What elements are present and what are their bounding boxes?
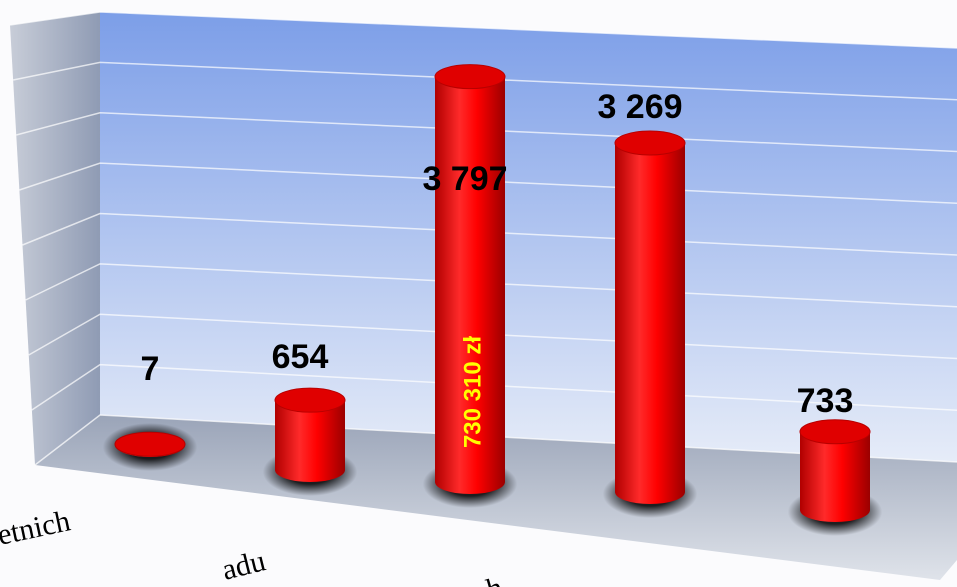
back-wall — [100, 12, 957, 462]
x-tick-label: h — [483, 571, 507, 587]
bar-body — [275, 400, 345, 482]
bar-top — [274, 387, 346, 413]
value-label: 7 — [141, 350, 160, 388]
grid-line — [9, 11, 957, 49]
side-wall — [10, 12, 100, 465]
grid-line — [12, 61, 957, 101]
annotation: 730 310 zł — [459, 336, 486, 448]
bar — [434, 64, 506, 494]
bar-top — [114, 431, 186, 457]
bar — [799, 419, 871, 522]
bar — [274, 387, 346, 482]
bar-top — [799, 419, 871, 445]
bar-top — [434, 64, 506, 90]
x-tick-label: etnich — [0, 504, 73, 552]
bar-body — [800, 431, 870, 522]
value-label: 3 269 — [597, 88, 682, 126]
value-label: 654 — [272, 338, 329, 376]
bar — [614, 130, 686, 505]
x-tick-label: adu — [219, 544, 269, 587]
bar-body — [435, 76, 505, 494]
value-label: 3 797 — [422, 160, 507, 198]
value-label: 733 — [797, 382, 854, 420]
bar-top — [614, 130, 686, 156]
bar — [114, 431, 186, 457]
bar-body — [615, 143, 685, 505]
